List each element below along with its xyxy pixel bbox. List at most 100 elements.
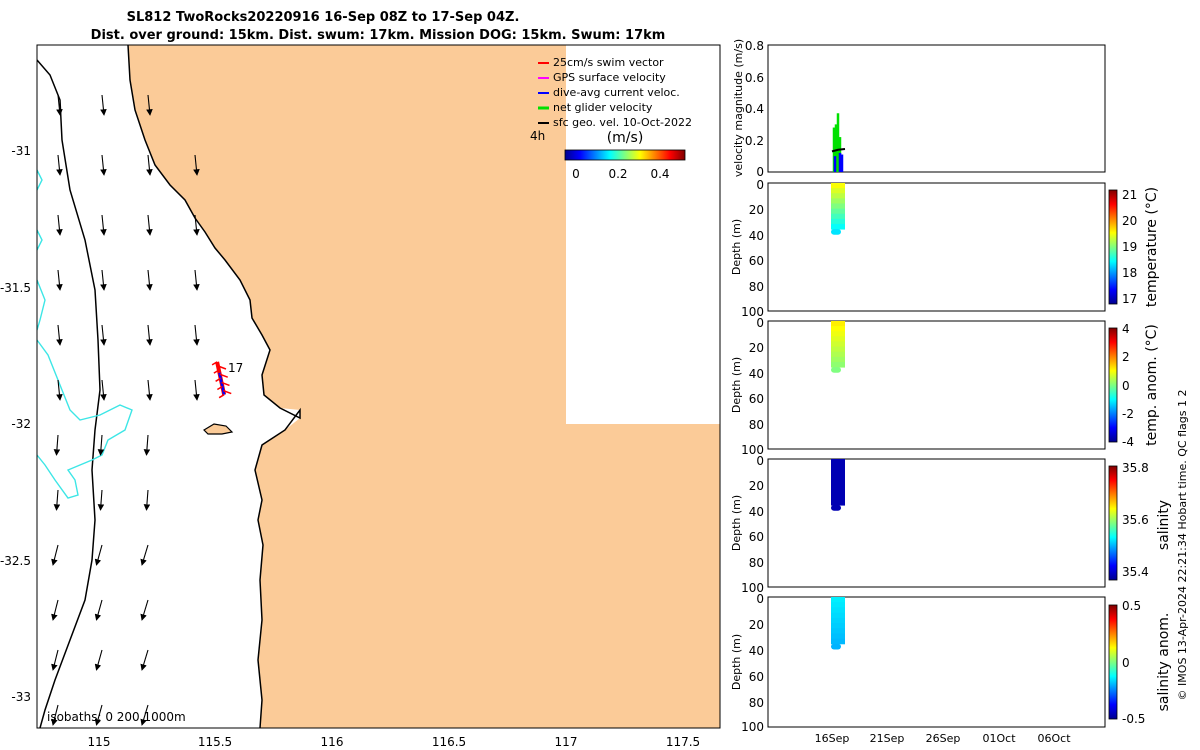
temp-ylabel: Depth (m) — [730, 219, 743, 275]
map-xtick-2: 116 — [321, 735, 344, 749]
profile-cell — [831, 638, 845, 645]
geo-arrow — [94, 544, 103, 566]
profile-cell — [831, 474, 845, 480]
swim-vector — [215, 377, 222, 382]
sal-cbtick-1: 35.6 — [1122, 513, 1149, 527]
tanom-colorbar — [1108, 327, 1118, 443]
map-ytick-2: -32 — [11, 417, 31, 431]
profile-cell — [831, 464, 845, 470]
map-panel: 17 isobaths: 0 200 1000m 25cm/s swim vec… — [0, 44, 721, 749]
velocity-frame — [767, 44, 1106, 173]
profile-cell — [831, 494, 845, 501]
geo-arrow — [193, 269, 200, 291]
profile-cell — [831, 203, 845, 210]
title-line2: Dist. over ground: 15km. Dist. swum: 17k… — [91, 28, 666, 43]
geo-arrow — [100, 94, 107, 116]
isobath-0 — [37, 59, 101, 728]
profile-cell — [831, 623, 845, 629]
profile-cell — [831, 213, 845, 220]
geo-arrow — [53, 489, 61, 511]
profile-cell — [831, 351, 845, 358]
geo-arrow — [100, 214, 107, 236]
profile-cell — [831, 602, 845, 608]
map-ytick-3: -32.5 — [0, 554, 31, 568]
swim-vector — [222, 389, 232, 395]
temperature-panel: 0 20 40 60 80 100 Depth (m) 21 20 19 18 … — [730, 178, 1160, 319]
profile-cell — [831, 469, 845, 475]
geo-arrow — [140, 649, 149, 671]
legend-gps-label: GPS surface velocity — [553, 71, 666, 84]
legend-geo-label: sfc geo. vel. 10-Oct-2022 — [553, 116, 692, 129]
colorbar-label: (m/s) — [607, 130, 644, 146]
colorbar-tick-2: 0.4 — [650, 167, 669, 181]
sanom-colorbar — [1108, 604, 1118, 720]
profile-cell — [831, 331, 845, 337]
salanom-marks — [831, 597, 845, 650]
tanom-cbtick-4: -4 — [1122, 435, 1134, 449]
profile-cell — [831, 459, 845, 465]
geo-arrow — [100, 379, 107, 401]
isobaths-label: isobaths: 0 200 1000m — [47, 710, 186, 724]
sanom-ytick-5: 100 — [741, 720, 764, 734]
profile-cell — [831, 607, 845, 614]
map-ytick-1: -31.5 — [0, 281, 31, 295]
geo-arrow — [143, 489, 151, 511]
profile-cell — [831, 479, 845, 486]
temp-ytick-3: 60 — [749, 254, 764, 268]
geo-arrow — [100, 154, 107, 176]
geo-arrow — [56, 324, 63, 346]
salanom-frame — [767, 596, 1106, 728]
tanom-cblabel: temp. anom. (°C) — [1144, 324, 1160, 446]
vel-ytick-4: 0 — [756, 165, 764, 179]
title-line1: SL812 TwoRocks20220916 16-Sep 08Z to 17-… — [127, 10, 520, 25]
geo-arrow — [146, 154, 153, 176]
profile-cell — [831, 193, 845, 199]
geo-arrow — [56, 379, 63, 401]
colorbar-tick-0: 0 — [572, 167, 580, 181]
temp-ytick-2: 40 — [749, 229, 764, 243]
geo-arrow — [97, 434, 105, 456]
tanom-ytick-3: 60 — [749, 392, 764, 406]
time-tick-4: 06Oct — [1037, 732, 1071, 745]
geo-arrow — [100, 269, 107, 291]
vel-ytick-0: 0.8 — [745, 39, 764, 53]
sanom-cbtick-0: 0.5 — [1122, 599, 1141, 613]
tanom-ylabel: Depth (m) — [730, 357, 743, 413]
time-tick-2: 26Sep — [926, 732, 961, 745]
geo-arrow — [146, 324, 153, 346]
temp-anom-marks — [831, 321, 845, 373]
geo-arrow — [56, 269, 63, 291]
map-frame — [36, 44, 721, 729]
temperature-marks — [831, 183, 845, 235]
profile-cell — [831, 341, 845, 348]
profile-cell — [831, 356, 845, 363]
sal-colorbar — [1108, 465, 1118, 581]
sal-ytick-0: 0 — [756, 454, 764, 468]
sal-ytick-2: 40 — [749, 505, 764, 519]
geo-arrow — [146, 94, 153, 116]
temp-anom-frame — [767, 320, 1106, 450]
swim-vector — [216, 385, 223, 391]
tanom-cbtick-0: 4 — [1122, 322, 1130, 336]
temp-cbtick-0: 21 — [1122, 188, 1137, 202]
temp-ytick-0: 0 — [756, 178, 764, 192]
temp-cbtick-1: 20 — [1122, 214, 1137, 228]
geo-arrow — [56, 214, 63, 236]
geo-arrow — [51, 599, 59, 621]
sal-cbtick-0: 35.8 — [1122, 461, 1149, 475]
profile-cell — [831, 489, 845, 496]
map-xtick-1: 115.5 — [198, 735, 232, 749]
profile-cell — [831, 367, 841, 373]
map-xtick-0: 115 — [88, 735, 111, 749]
time-tick-1: 21Sep — [870, 732, 905, 745]
vel-ytick-3: 0.2 — [745, 134, 764, 148]
salinity-frame — [767, 458, 1106, 588]
tanom-ytick-2: 40 — [749, 367, 764, 381]
sal-ytick-4: 80 — [749, 556, 764, 570]
profile-cell — [831, 229, 841, 235]
tanom-ytick-0: 0 — [756, 316, 764, 330]
map-xtick-5: 117.5 — [666, 735, 700, 749]
map-colorbar — [564, 149, 686, 161]
sal-ytick-5: 100 — [741, 581, 764, 595]
tanom-cbtick-1: 2 — [1122, 350, 1130, 364]
